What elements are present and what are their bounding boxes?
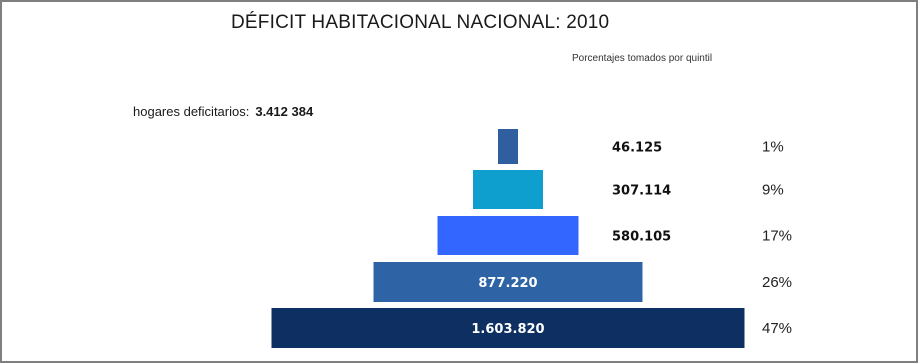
bar-value-label: 580.105 [612, 230, 671, 245]
bar-percent-label: 9% [762, 182, 784, 199]
pyramid-bar [473, 170, 543, 209]
bar-percent-label: 1% [762, 139, 784, 156]
bar-value-label: 307.114 [612, 184, 671, 199]
bar-value-label: 46.125 [612, 141, 662, 156]
pyramid-bar [271, 308, 745, 348]
bar-percent-label: 26% [762, 274, 792, 291]
total-households: hogares deficitarios: 3.412 384 [133, 104, 313, 119]
bar-percent-label: 47% [762, 320, 792, 337]
bar-value-label: 877.220 [478, 276, 537, 291]
chart-subtitle: Porcentajes tomados por quintil [572, 53, 713, 64]
total-value: 3.412 384 [255, 104, 314, 119]
total-label: hogares deficitarios: [133, 104, 250, 119]
bar-percent-label: 17% [762, 228, 792, 245]
bar-value-label: 1.603.820 [471, 322, 544, 337]
pyramid-bar [373, 262, 643, 302]
chart-title: DÉFICIT HABITACIONAL NACIONAL: 2010 [231, 12, 610, 33]
pyramid-bar [498, 129, 518, 164]
pyramid-bar [437, 216, 579, 255]
